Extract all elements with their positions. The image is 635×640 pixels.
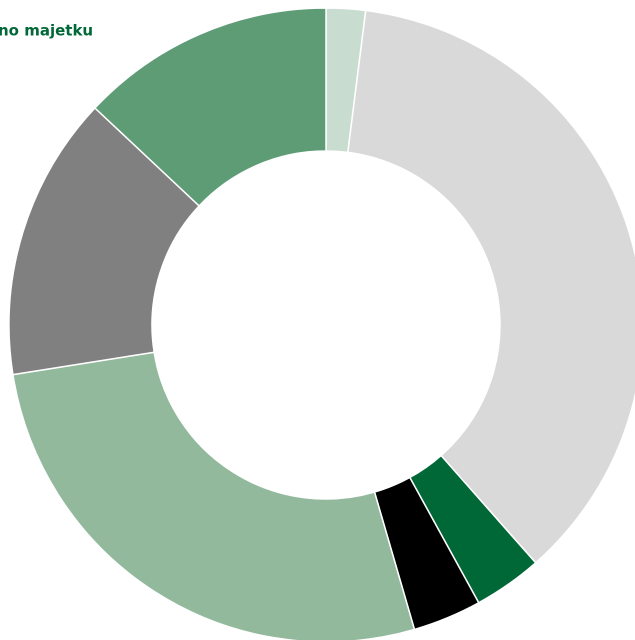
donut-slice: [346, 9, 635, 564]
chart-title: no majetku: [0, 22, 93, 40]
donut-slice: [93, 7, 327, 207]
donut-slice: [8, 106, 201, 376]
donut-slice: [12, 351, 416, 640]
donut: [8, 7, 635, 640]
